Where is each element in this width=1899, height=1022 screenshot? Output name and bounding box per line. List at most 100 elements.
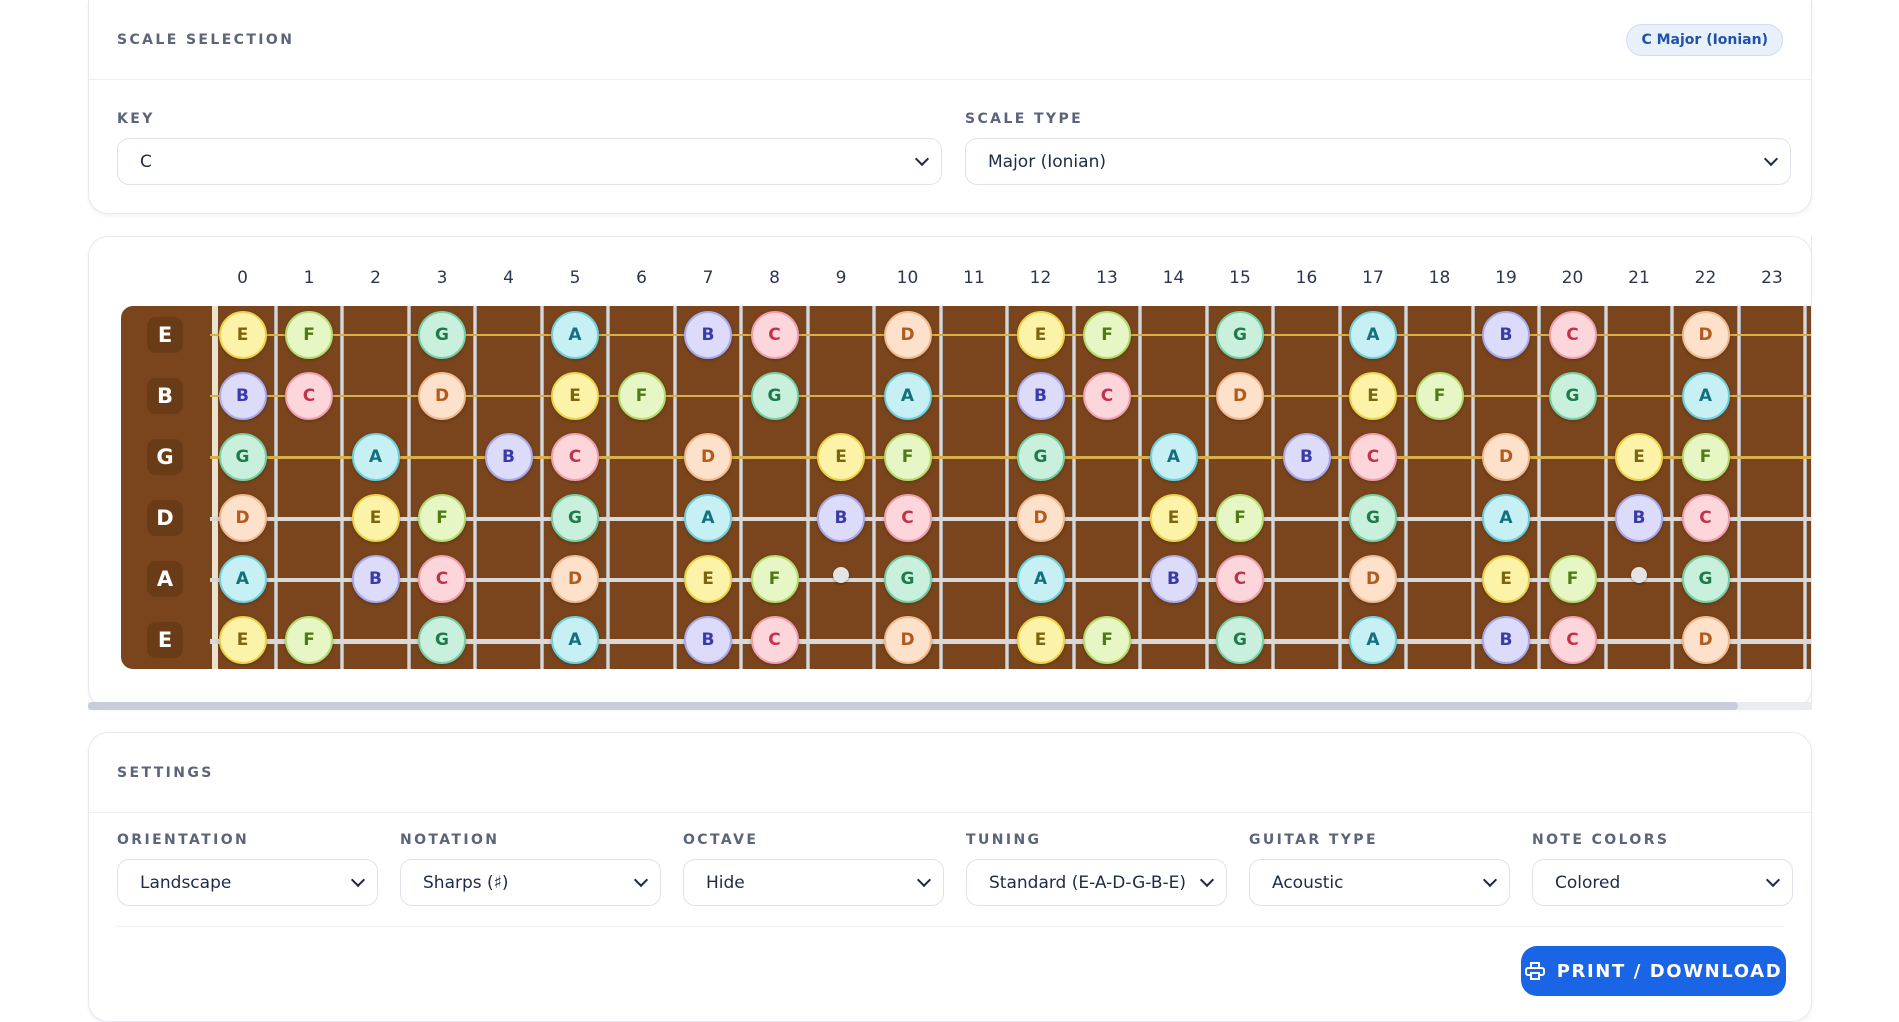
scale-type-select[interactable]: Major (Ionian)	[965, 138, 1791, 185]
note-marker[interactable]: A	[218, 555, 267, 603]
note-marker[interactable]: E	[1349, 372, 1397, 420]
setting-select-guitar-type[interactable]: Acoustic	[1249, 859, 1510, 906]
note-marker[interactable]: B	[351, 555, 400, 603]
note-marker[interactable]: D	[1216, 372, 1264, 420]
note-marker[interactable]: G	[1349, 494, 1397, 542]
setting-select-value: Sharps (♯)	[423, 872, 509, 893]
note-marker[interactable]: A	[1349, 616, 1397, 664]
note-marker[interactable]: C	[1548, 616, 1597, 664]
note-marker[interactable]: B	[1615, 494, 1663, 542]
note-marker[interactable]: F	[883, 433, 932, 481]
note-marker[interactable]: F	[285, 616, 333, 664]
note-marker[interactable]: G	[1681, 555, 1730, 603]
chevron-down-icon	[916, 872, 932, 887]
note-marker[interactable]: F	[418, 494, 466, 542]
note-marker[interactable]: G	[418, 616, 466, 664]
note-marker[interactable]: D	[1482, 433, 1530, 481]
note-marker[interactable]: A	[1016, 555, 1065, 603]
note-marker[interactable]: B	[218, 372, 267, 420]
note-marker[interactable]: A	[351, 433, 400, 481]
note-marker[interactable]: D	[883, 616, 932, 664]
note-marker[interactable]: D	[1349, 555, 1397, 603]
note-marker[interactable]: F	[1415, 372, 1464, 420]
note-marker[interactable]: C	[1349, 433, 1397, 481]
note-marker[interactable]: E	[817, 433, 865, 481]
note-marker[interactable]: F	[750, 555, 799, 603]
note-marker[interactable]: G	[218, 433, 267, 481]
note-marker[interactable]: E	[351, 494, 400, 542]
note-marker[interactable]: D	[1681, 311, 1730, 359]
note-marker[interactable]: G	[418, 311, 466, 359]
note-marker[interactable]: D	[418, 372, 466, 420]
print-download-button[interactable]: PRINT / DOWNLOAD	[1521, 946, 1786, 996]
note-marker[interactable]: F	[1083, 616, 1131, 664]
setting-label: TUNING	[966, 832, 1042, 848]
note-marker[interactable]: D	[883, 311, 932, 359]
setting-select-value: Acoustic	[1272, 872, 1344, 893]
note-marker[interactable]: D	[551, 555, 599, 603]
note-marker[interactable]: A	[1482, 494, 1530, 542]
note-marker[interactable]: G	[1016, 433, 1065, 481]
note-marker[interactable]: A	[1149, 433, 1198, 481]
note-marker[interactable]: C	[750, 616, 799, 664]
note-marker[interactable]: D	[218, 494, 267, 542]
note-marker[interactable]: F	[1216, 494, 1264, 542]
setting-select-orientation[interactable]: Landscape	[117, 859, 378, 906]
note-marker[interactable]: F	[1083, 311, 1131, 359]
note-marker[interactable]: A	[684, 494, 732, 542]
note-marker[interactable]: A	[1349, 311, 1397, 359]
note-marker[interactable]: E	[218, 311, 267, 359]
note-marker[interactable]: A	[883, 372, 932, 420]
note-marker[interactable]: E	[684, 555, 732, 603]
note-marker[interactable]: F	[1548, 555, 1597, 603]
note-marker[interactable]: B	[1149, 555, 1198, 603]
note-marker[interactable]: E	[1149, 494, 1198, 542]
note-marker[interactable]: E	[1016, 311, 1065, 359]
note-marker[interactable]: C	[1083, 372, 1131, 420]
note-marker[interactable]: G	[551, 494, 599, 542]
fretboard-scrollbar-thumb[interactable]	[88, 702, 1738, 710]
setting-select-octave[interactable]: Hide	[683, 859, 944, 906]
note-marker[interactable]: D	[684, 433, 732, 481]
note-marker[interactable]: C	[883, 494, 932, 542]
note-marker[interactable]: G	[883, 555, 932, 603]
note-marker[interactable]: D	[1681, 616, 1730, 664]
note-marker[interactable]: B	[1016, 372, 1065, 420]
key-select[interactable]: C	[117, 138, 942, 185]
note-marker[interactable]: C	[551, 433, 599, 481]
note-marker[interactable]: D	[1016, 494, 1065, 542]
note-marker[interactable]: A	[551, 311, 599, 359]
setting-label: ORIENTATION	[117, 832, 250, 848]
note-marker[interactable]: A	[551, 616, 599, 664]
note-marker[interactable]: E	[1482, 555, 1530, 603]
note-marker[interactable]: E	[551, 372, 599, 420]
note-marker[interactable]: C	[285, 372, 333, 420]
setting-select-notation[interactable]: Sharps (♯)	[400, 859, 661, 906]
note-marker[interactable]: G	[1548, 372, 1597, 420]
note-marker[interactable]: B	[484, 433, 533, 481]
note-marker[interactable]: E	[1615, 433, 1663, 481]
note-marker[interactable]: F	[285, 311, 333, 359]
note-marker[interactable]: G	[1216, 311, 1264, 359]
note-marker[interactable]: A	[1681, 372, 1730, 420]
note-marker[interactable]: C	[1548, 311, 1597, 359]
note-marker[interactable]: B	[817, 494, 865, 542]
setting-select-tuning[interactable]: Standard (E-A-D-G-B-E)	[966, 859, 1227, 906]
note-marker[interactable]: E	[218, 616, 267, 664]
note-marker[interactable]: C	[750, 311, 799, 359]
note-marker[interactable]: E	[1016, 616, 1065, 664]
note-marker[interactable]: G	[750, 372, 799, 420]
note-marker[interactable]: B	[1282, 433, 1331, 481]
note-marker[interactable]: C	[418, 555, 466, 603]
note-marker[interactable]: B	[684, 311, 732, 359]
note-marker[interactable]: B	[1482, 311, 1530, 359]
note-marker[interactable]: B	[684, 616, 732, 664]
note-marker[interactable]: F	[617, 372, 666, 420]
note-marker[interactable]: C	[1681, 494, 1730, 542]
note-marker[interactable]: G	[1216, 616, 1264, 664]
note-marker[interactable]: B	[1482, 616, 1530, 664]
note-marker[interactable]: C	[1216, 555, 1264, 603]
setting-select-note-colors[interactable]: Colored	[1532, 859, 1793, 906]
setting-select-value: Colored	[1555, 872, 1621, 893]
note-marker[interactable]: F	[1681, 433, 1730, 481]
